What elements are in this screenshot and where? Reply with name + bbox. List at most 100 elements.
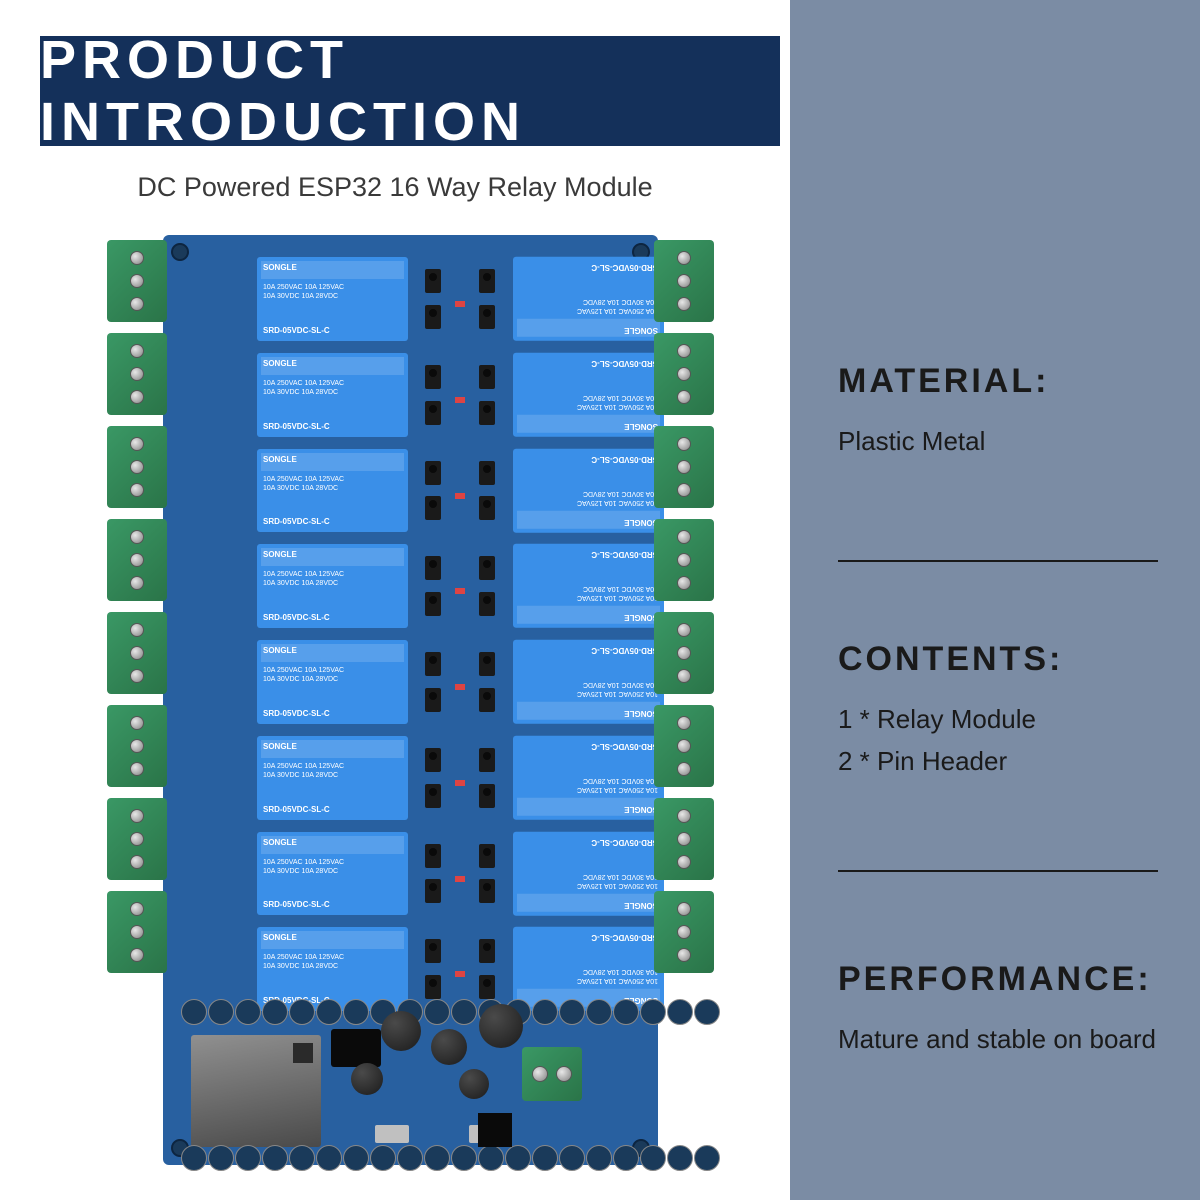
terminal-screw	[677, 669, 691, 683]
contents-line1: 1 * Relay Module	[838, 699, 1063, 741]
terminal-screw	[130, 669, 144, 683]
reset-button	[375, 1125, 409, 1143]
material-section: MATERIAL: Plastic Metal	[838, 362, 1049, 463]
pin-hole	[262, 1145, 288, 1171]
terminal-screw	[677, 646, 691, 660]
product-image: SONGLE10A 250VAC 10A 125VAC10A 30VDC 10A…	[113, 220, 708, 1180]
terminal-screw	[677, 902, 691, 916]
pin-hole	[289, 1145, 315, 1171]
header-banner: PRODUCT INTRODUCTION	[40, 36, 780, 146]
terminal-screw	[130, 437, 144, 451]
terminal-screw	[677, 716, 691, 730]
performance-section: PERFORMANCE: Mature and stable on board	[838, 960, 1156, 1061]
optocoupler-block	[419, 449, 501, 533]
pin-hole	[397, 1145, 423, 1171]
mounting-hole	[171, 243, 189, 261]
terminal-screw	[677, 274, 691, 288]
terminal-block	[107, 612, 167, 694]
pin-hole	[586, 1145, 612, 1171]
pin-hole	[640, 999, 666, 1025]
terminal-screw	[677, 739, 691, 753]
capacitor	[381, 1011, 421, 1051]
section-divider	[838, 560, 1158, 562]
pin-hole	[208, 1145, 234, 1171]
relay-unit: SONGLE10A 250VAC 10A 125VAC10A 30VDC 10A…	[257, 449, 408, 533]
performance-heading: PERFORMANCE:	[838, 960, 1156, 999]
pin-hole	[208, 999, 234, 1025]
section-divider	[838, 870, 1158, 872]
terminal-block	[654, 798, 714, 880]
terminal-block	[654, 333, 714, 415]
terminal-screw	[677, 297, 691, 311]
pin-hole	[694, 999, 720, 1025]
performance-value: Mature and stable on board	[838, 1019, 1156, 1061]
pin-hole	[667, 999, 693, 1025]
terminal-screw	[677, 530, 691, 544]
terminal-screw	[677, 460, 691, 474]
terminal-screw	[677, 344, 691, 358]
power-terminal	[522, 1047, 582, 1101]
terminal-screw	[130, 809, 144, 823]
terminal-block	[654, 705, 714, 787]
terminal-block	[654, 240, 714, 322]
relay-unit: SONGLE10A 250VAC 10A 125VAC10A 30VDC 10A…	[257, 257, 408, 341]
terminal-screw	[677, 437, 691, 451]
terminal-screw	[130, 739, 144, 753]
capacitor	[459, 1069, 489, 1099]
pin-hole	[478, 1145, 504, 1171]
pin-hole	[667, 1145, 693, 1171]
terminal-block	[654, 519, 714, 601]
terminal-screw	[677, 367, 691, 381]
pin-hole	[640, 1145, 666, 1171]
voltage-regulator	[331, 1029, 381, 1067]
terminal-block	[107, 333, 167, 415]
ic-chip	[478, 1113, 512, 1147]
pin-hole	[559, 999, 585, 1025]
terminal-screw	[532, 1066, 548, 1082]
pin-hole	[316, 999, 342, 1025]
pin-hole	[613, 1145, 639, 1171]
pin-hole	[343, 1145, 369, 1171]
optocoupler-column	[419, 257, 501, 1011]
terminal-screw	[677, 553, 691, 567]
terminal-screw	[677, 809, 691, 823]
optocoupler-block	[419, 544, 501, 628]
terminal-screw	[677, 623, 691, 637]
pin-hole	[235, 1145, 261, 1171]
contents-section: CONTENTS: 1 * Relay Module 2 * Pin Heade…	[838, 640, 1063, 782]
pin-hole	[370, 1145, 396, 1171]
relay-unit: SONGLE10A 250VAC 10A 125VAC10A 30VDC 10A…	[513, 449, 664, 533]
pin-hole	[235, 999, 261, 1025]
control-section	[181, 999, 640, 1147]
pin-hole	[424, 1145, 450, 1171]
terminal-column-right	[654, 240, 714, 973]
terminal-screw	[556, 1066, 572, 1082]
capacitor	[479, 1004, 523, 1048]
optocoupler-block	[419, 640, 501, 724]
optocoupler-block	[419, 257, 501, 341]
pin-hole	[262, 999, 288, 1025]
pin-hole	[424, 999, 450, 1025]
terminal-screw	[130, 530, 144, 544]
pin-hole	[316, 1145, 342, 1171]
pin-hole	[451, 999, 477, 1025]
pin-hole	[613, 999, 639, 1025]
relay-unit: SONGLE10A 250VAC 10A 125VAC10A 30VDC 10A…	[513, 544, 664, 628]
relay-unit: SONGLE10A 250VAC 10A 125VAC10A 30VDC 10A…	[513, 832, 664, 916]
terminal-screw	[677, 576, 691, 590]
pin-hole	[694, 1145, 720, 1171]
terminal-block	[107, 240, 167, 322]
relay-unit: SONGLE10A 250VAC 10A 125VAC10A 30VDC 10A…	[257, 832, 408, 916]
terminal-screw	[130, 553, 144, 567]
terminal-screw	[130, 948, 144, 962]
pin-hole	[586, 999, 612, 1025]
pin-hole	[289, 999, 315, 1025]
capacitor	[431, 1029, 467, 1065]
terminal-screw	[130, 483, 144, 497]
contents-line2: 2 * Pin Header	[838, 741, 1063, 783]
relay-unit: SONGLE10A 250VAC 10A 125VAC10A 30VDC 10A…	[513, 257, 664, 341]
esp32-module	[191, 1035, 321, 1147]
terminal-block	[107, 798, 167, 880]
pin-hole	[559, 1145, 585, 1171]
pin-header-top	[181, 999, 333, 1025]
